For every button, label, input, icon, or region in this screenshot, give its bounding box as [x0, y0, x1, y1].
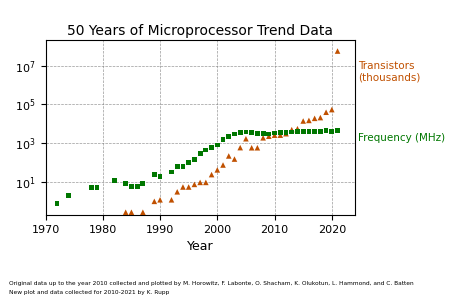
Point [173, 164, 181, 169]
Point [242, 130, 250, 134]
Point [282, 131, 290, 136]
Point [196, 180, 204, 185]
Point [128, 184, 135, 189]
Point [110, 178, 118, 183]
Point [196, 151, 204, 156]
Point [282, 130, 290, 135]
Point [47, 250, 55, 255]
Point [139, 181, 146, 186]
Point [254, 131, 261, 136]
Point [156, 198, 164, 202]
Point [271, 131, 278, 136]
Point [202, 148, 210, 152]
Point [237, 130, 244, 135]
Point [213, 167, 221, 172]
Point [213, 143, 221, 148]
Point [328, 107, 336, 112]
Point [53, 201, 61, 206]
Point [208, 172, 215, 177]
Point [191, 157, 198, 162]
Text: New plot and data collected for 2010-2021 by K. Rupp: New plot and data collected for 2010-202… [9, 290, 170, 294]
Point [168, 170, 175, 174]
Point [53, 246, 61, 251]
Point [276, 133, 284, 138]
Point [179, 185, 187, 190]
Point [265, 134, 273, 139]
Point [322, 110, 330, 115]
Point [288, 127, 295, 132]
Point [219, 163, 227, 167]
Point [322, 128, 330, 133]
Text: Frequency (MHz): Frequency (MHz) [358, 133, 445, 143]
Point [168, 198, 175, 202]
Point [122, 181, 129, 186]
Point [128, 210, 135, 215]
Title: 50 Years of Microprocessor Trend Data: 50 Years of Microprocessor Trend Data [67, 24, 333, 38]
Point [317, 129, 324, 134]
Point [265, 132, 273, 136]
Point [231, 132, 238, 136]
Point [248, 145, 255, 150]
Point [231, 157, 238, 162]
Point [122, 210, 129, 215]
Point [93, 222, 101, 226]
Point [259, 135, 267, 140]
Point [64, 242, 72, 247]
Point [334, 49, 341, 53]
Point [328, 129, 336, 134]
Text: Transistors
(thousands): Transistors (thousands) [358, 61, 420, 83]
Point [93, 185, 101, 190]
Text: Original data up to the year 2010 collected and plotted by M. Horowitz, F. Labon: Original data up to the year 2010 collec… [9, 281, 414, 285]
Point [88, 185, 95, 190]
Point [173, 190, 181, 194]
Point [151, 172, 158, 177]
Point [334, 128, 341, 133]
Point [259, 131, 267, 136]
Point [225, 153, 233, 158]
Point [311, 129, 319, 134]
Point [305, 129, 313, 134]
X-axis label: Year: Year [187, 240, 213, 253]
Point [237, 145, 244, 150]
Point [288, 130, 295, 134]
Point [311, 116, 319, 121]
Point [254, 145, 261, 150]
Point [151, 199, 158, 204]
Point [47, 218, 55, 223]
Point [225, 134, 233, 139]
Point [64, 193, 72, 198]
Point [156, 174, 164, 179]
Point [208, 145, 215, 150]
Point [88, 229, 95, 234]
Point [202, 180, 210, 185]
Point [300, 119, 307, 123]
Point [185, 160, 192, 165]
Point [317, 115, 324, 120]
Point [179, 164, 187, 169]
Point [300, 129, 307, 134]
Point [294, 126, 301, 131]
Point [219, 137, 227, 142]
Point [305, 118, 313, 123]
Point [242, 136, 250, 141]
Point [133, 184, 141, 189]
Point [276, 130, 284, 135]
Point [294, 129, 301, 134]
Point [185, 185, 192, 190]
Point [191, 182, 198, 187]
Point [139, 210, 146, 215]
Point [271, 133, 278, 138]
Point [110, 216, 118, 221]
Point [248, 130, 255, 135]
